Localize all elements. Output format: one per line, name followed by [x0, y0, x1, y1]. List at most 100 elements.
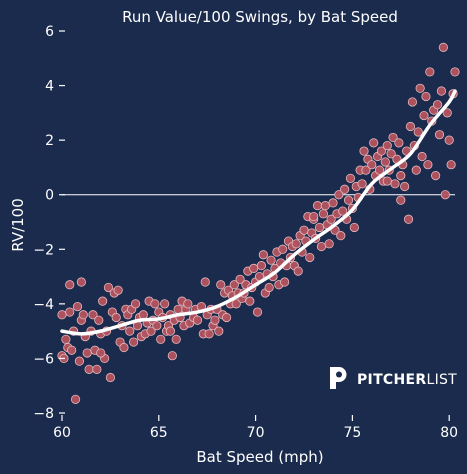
scatter-point — [436, 86, 447, 96]
scatter-point — [388, 132, 398, 143]
scatter-point — [326, 214, 336, 224]
scatter-point — [165, 326, 176, 336]
scatter-point — [72, 301, 83, 312]
y-tick-label: 0 — [45, 188, 54, 204]
x-tick-label: 75 — [343, 425, 361, 441]
scatter-point — [235, 274, 245, 284]
scatter-point — [421, 91, 431, 102]
x-tick-label: 60 — [53, 425, 71, 441]
scatter-point — [413, 127, 423, 137]
scatter-point — [425, 67, 435, 77]
scatter-point — [229, 280, 239, 290]
scatter-point — [278, 244, 288, 254]
scatter-point — [293, 266, 303, 276]
y-tick-label: 2 — [45, 133, 54, 149]
scatter-point — [173, 304, 183, 314]
scatter-point — [92, 364, 102, 374]
scatter-point — [67, 345, 77, 355]
trend-line — [60, 89, 457, 336]
scatter-point — [103, 282, 114, 293]
scatter-point — [343, 195, 354, 205]
y-tick-label: 4 — [45, 79, 54, 95]
scatter-point — [411, 165, 421, 175]
scatter-point — [390, 179, 400, 189]
scatter-point — [291, 239, 301, 249]
pitcherlist-logo: PITCHERLIST — [330, 367, 457, 389]
scatter-point — [369, 138, 379, 148]
scatter-point — [231, 299, 241, 309]
scatter-point — [210, 315, 220, 325]
scatter-point — [396, 171, 406, 181]
scatter-point — [415, 83, 425, 93]
scatter-point — [432, 100, 443, 110]
y-tick-label: −8 — [33, 406, 54, 422]
scatter-point — [318, 209, 328, 219]
scatter-point — [338, 206, 348, 216]
y-axis-label: RV/100 — [9, 198, 27, 252]
scatter-point — [171, 334, 181, 344]
scatter-point — [309, 211, 319, 222]
scatter-point — [382, 176, 392, 186]
scatter-point — [200, 277, 210, 287]
scatter-point — [419, 110, 429, 121]
scatter-point — [167, 351, 177, 361]
scatter-point — [111, 312, 121, 323]
scatter-point — [312, 201, 323, 211]
scatter-point — [361, 165, 371, 175]
scatter-point — [367, 160, 377, 170]
scatter-point — [380, 157, 390, 167]
scatter-point — [221, 312, 232, 323]
scatter-point — [105, 372, 115, 383]
scatter-point — [386, 149, 396, 159]
pitcherlist-logo-icon — [330, 367, 347, 389]
scatter-point — [400, 181, 410, 192]
scatter-point — [192, 315, 203, 325]
scatter-point — [113, 285, 123, 295]
logo-brand-light: LIST — [426, 372, 457, 388]
scatter-point — [407, 97, 418, 107]
scatter-point — [340, 184, 350, 194]
y-tick-label: 6 — [45, 24, 54, 40]
scatter-point — [150, 299, 160, 309]
scatter-point — [245, 296, 255, 306]
scatter-point — [129, 337, 139, 347]
scatter-point — [440, 190, 450, 200]
scatter-point — [442, 108, 452, 118]
scatter-point — [431, 171, 441, 181]
scatter-point — [334, 190, 344, 200]
scatter-point — [125, 326, 135, 336]
y-tick-label: −2 — [33, 242, 54, 258]
scatter-point — [396, 195, 406, 205]
plot-area — [57, 42, 460, 404]
x-axis-label: Bat Speed (mph) — [196, 448, 323, 466]
scatter-point — [258, 250, 268, 260]
scatter-point — [405, 121, 416, 132]
scatter-point — [345, 173, 356, 183]
scatter-point — [438, 42, 448, 52]
logo-brand-bold: PITCHER — [357, 372, 426, 388]
scatter-point — [305, 252, 315, 263]
scatter-point — [156, 334, 166, 344]
scatter-point — [359, 146, 369, 156]
scatter-point — [70, 394, 81, 404]
scatter-point — [423, 160, 433, 170]
scatter-point — [417, 151, 427, 162]
scatter-point — [84, 364, 94, 374]
scatter-point — [264, 282, 274, 293]
scatter-point — [74, 356, 85, 366]
scatter-point — [146, 326, 156, 336]
x-tick-label: 80 — [440, 425, 458, 441]
scatter-point — [382, 141, 392, 151]
scatter-point — [434, 130, 445, 140]
scatter-point — [444, 135, 454, 145]
scatter-point — [450, 67, 460, 77]
scatter-point — [76, 277, 86, 287]
scatter-point — [299, 225, 309, 235]
scatter-point — [183, 299, 193, 309]
scatter-point — [316, 241, 327, 252]
scatter-point — [152, 321, 162, 331]
scatter-point — [94, 315, 104, 325]
scatter-point — [216, 280, 226, 290]
